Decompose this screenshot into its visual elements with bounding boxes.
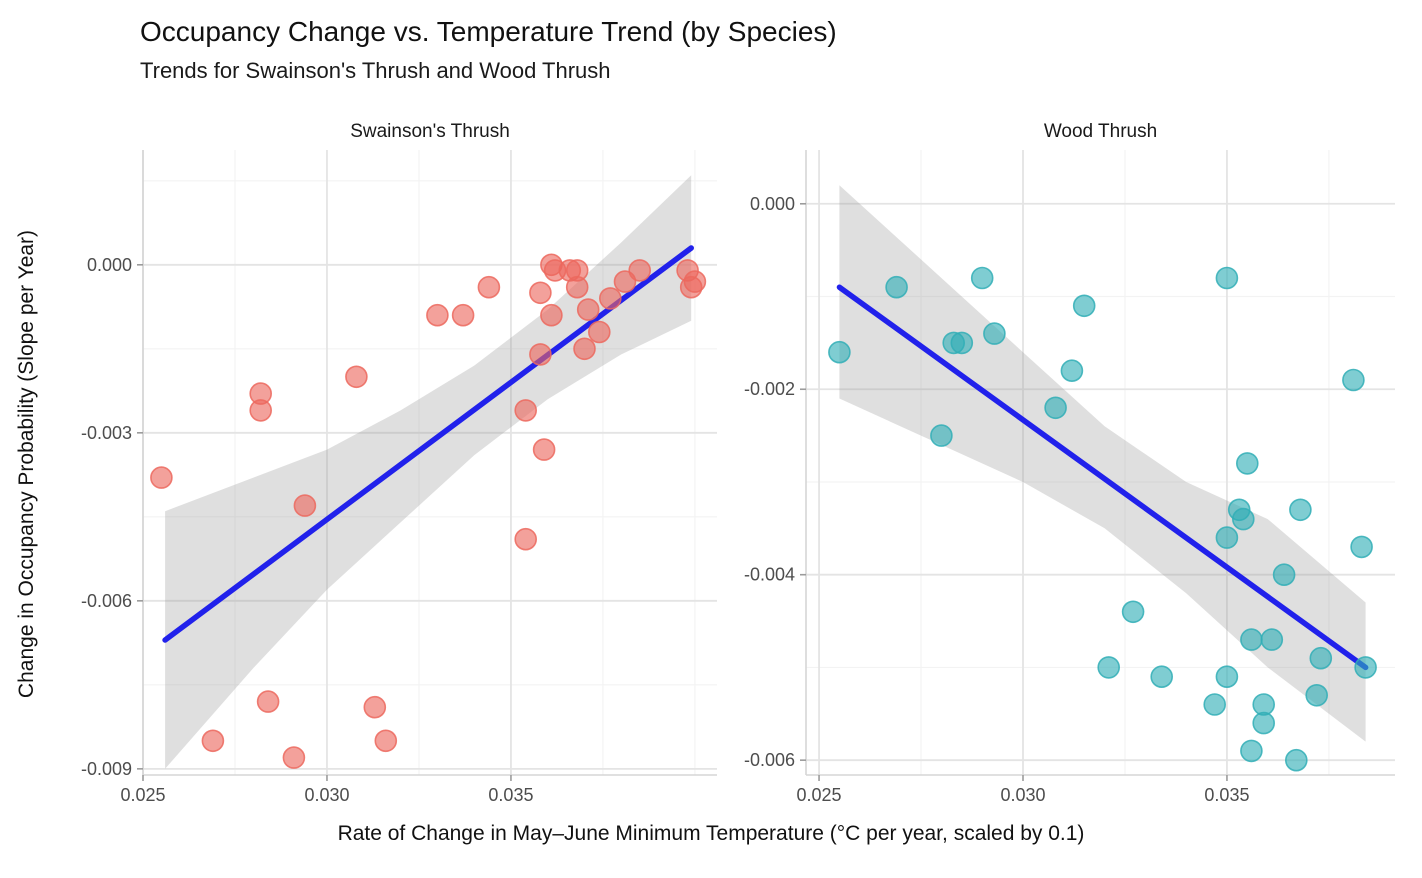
y-tick-label: -0.003: [81, 423, 132, 443]
scatter-point: [529, 281, 552, 305]
scatter-point: [983, 322, 1006, 345]
y-tick-label: -0.004: [744, 565, 795, 585]
y-tick-label: 0.000: [750, 194, 795, 214]
scatter-point: [1150, 665, 1173, 689]
scatter-point: [249, 399, 273, 422]
scatter-point: [1236, 452, 1259, 475]
scatter-point: [1342, 368, 1365, 392]
chart-title: Occupancy Change vs. Temperature Trend (…: [140, 16, 837, 47]
scatter-point: [1215, 665, 1239, 689]
scatter-point: [345, 365, 368, 389]
scatter-point: [1272, 563, 1296, 587]
y-tick-label: -0.009: [81, 759, 132, 779]
scatter-point: [532, 438, 556, 461]
scatter-point: [1240, 739, 1263, 763]
scatter-point: [1309, 646, 1333, 670]
scatter-point: [628, 259, 652, 282]
confidence-band: [165, 175, 692, 769]
scatter-point: [576, 298, 600, 321]
y-tick-label: -0.006: [744, 750, 795, 770]
scatter-point: [1354, 656, 1377, 679]
facet-label: Swainson's Thrush: [350, 121, 510, 142]
y-tick-label: -0.006: [81, 591, 132, 611]
scatter-point: [514, 527, 538, 551]
scatter-point: [150, 466, 173, 489]
x-tick-label: 0.035: [1204, 785, 1249, 805]
scatter-point: [573, 337, 596, 361]
scatter-point: [950, 331, 974, 355]
chart-subtitle: Trends for Swainson's Thrush and Wood Th…: [140, 58, 611, 83]
x-tick-label: 0.025: [120, 785, 165, 805]
scatter-point: [1305, 683, 1328, 707]
confidence-band: [839, 185, 1366, 742]
x-axis-label: Rate of Change in May–June Minimum Tempe…: [337, 822, 1085, 845]
scatter-point: [1203, 693, 1226, 716]
scatter-point: [1240, 628, 1263, 651]
scatter-point: [529, 343, 552, 366]
x-tick-label: 0.025: [797, 785, 842, 805]
scatter-point: [828, 340, 851, 364]
scatter-point: [282, 746, 306, 769]
scatter-point: [970, 266, 994, 290]
facet-label: Wood Thrush: [1044, 121, 1157, 142]
scatter-point: [451, 303, 475, 327]
scatter-point: [256, 690, 280, 713]
scatter-point: [1121, 600, 1145, 624]
scatter-point: [426, 303, 449, 327]
scatter-point: [540, 303, 563, 327]
scatter-point: [1260, 628, 1284, 651]
scatter-point: [363, 695, 387, 719]
scatter-point: [1285, 748, 1308, 772]
y-tick-label: 0.000: [87, 255, 132, 275]
scatter-point: [1252, 711, 1275, 735]
scatter-point: [885, 275, 908, 299]
scatter-point: [1072, 294, 1096, 318]
scatter-point: [1060, 359, 1084, 383]
scatter-point: [930, 424, 953, 447]
scatter-point: [679, 275, 703, 299]
scatter-point: [1044, 396, 1067, 420]
scatter-point: [1232, 507, 1255, 531]
trend-line: [162, 245, 694, 643]
scatter-point: [201, 729, 225, 753]
scatter-point: [293, 494, 317, 517]
scatter-point: [565, 275, 589, 299]
scatter-point: [374, 729, 398, 753]
scatter-point: [514, 399, 538, 422]
scatter-point: [1215, 266, 1239, 290]
scatter-point: [587, 320, 611, 344]
scatter-point: [1350, 535, 1373, 559]
x-tick-label: 0.030: [1000, 785, 1045, 805]
scatter-point: [1215, 526, 1239, 549]
y-tick-label: -0.002: [744, 379, 795, 399]
trend-line: [836, 284, 1369, 671]
x-tick-label: 0.030: [304, 785, 349, 805]
x-tick-label: 0.035: [488, 785, 533, 805]
scatter-point: [1097, 656, 1120, 679]
scatter-point: [1289, 498, 1312, 522]
y-axis-label: Change in Occupancy Probability (Slope p…: [15, 229, 38, 699]
scatter-point: [477, 275, 501, 299]
scatter-point: [598, 287, 622, 310]
